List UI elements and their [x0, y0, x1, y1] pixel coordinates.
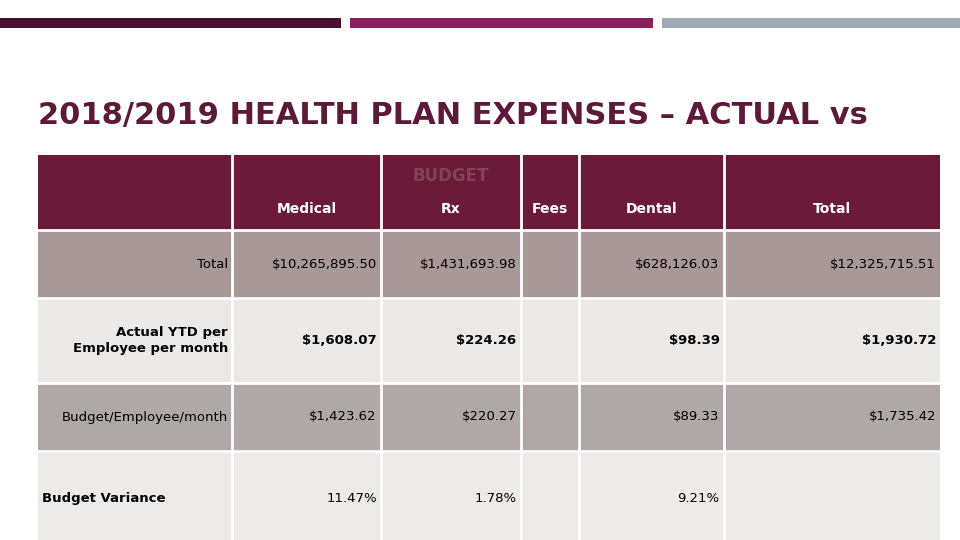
Bar — [0, 18, 341, 28]
Text: $1,930.72: $1,930.72 — [862, 334, 936, 347]
Text: 9.21%: 9.21% — [678, 492, 720, 505]
Bar — [38, 230, 940, 298]
Text: Budget/Employee/month: Budget/Employee/month — [61, 410, 228, 423]
Bar — [38, 155, 940, 230]
Text: 2018/2019 HEALTH PLAN EXPENSES – ACTUAL vs: 2018/2019 HEALTH PLAN EXPENSES – ACTUAL … — [38, 101, 868, 130]
Text: 1.78%: 1.78% — [474, 492, 516, 505]
Text: 11.47%: 11.47% — [326, 492, 376, 505]
Text: $98.39: $98.39 — [668, 334, 720, 347]
Text: $12,325,715.51: $12,325,715.51 — [830, 258, 936, 271]
Text: $1,735.42: $1,735.42 — [869, 410, 936, 423]
Text: $628,126.03: $628,126.03 — [636, 258, 720, 271]
Text: $220.27: $220.27 — [462, 410, 516, 423]
Text: Employee per month: Employee per month — [73, 342, 228, 355]
Text: $224.26: $224.26 — [456, 334, 516, 347]
Text: Total: Total — [813, 202, 851, 216]
Bar — [38, 451, 940, 540]
Text: Dental: Dental — [626, 202, 677, 216]
Text: $1,608.07: $1,608.07 — [302, 334, 376, 347]
Text: Total: Total — [197, 258, 228, 271]
Bar — [350, 18, 653, 28]
Text: Budget Variance: Budget Variance — [42, 492, 165, 505]
Bar — [662, 18, 960, 28]
Bar — [38, 383, 940, 451]
Text: Actual YTD per: Actual YTD per — [116, 326, 228, 339]
Text: Rx: Rx — [441, 202, 461, 216]
Text: $1,423.62: $1,423.62 — [309, 410, 376, 423]
Text: Fees: Fees — [532, 202, 568, 216]
Text: $89.33: $89.33 — [673, 410, 720, 423]
Text: BUDGET: BUDGET — [413, 167, 489, 185]
Text: $10,265,895.50: $10,265,895.50 — [272, 258, 376, 271]
Bar — [38, 298, 940, 383]
Text: $1,431,693.98: $1,431,693.98 — [420, 258, 516, 271]
Text: Medical: Medical — [276, 202, 336, 216]
